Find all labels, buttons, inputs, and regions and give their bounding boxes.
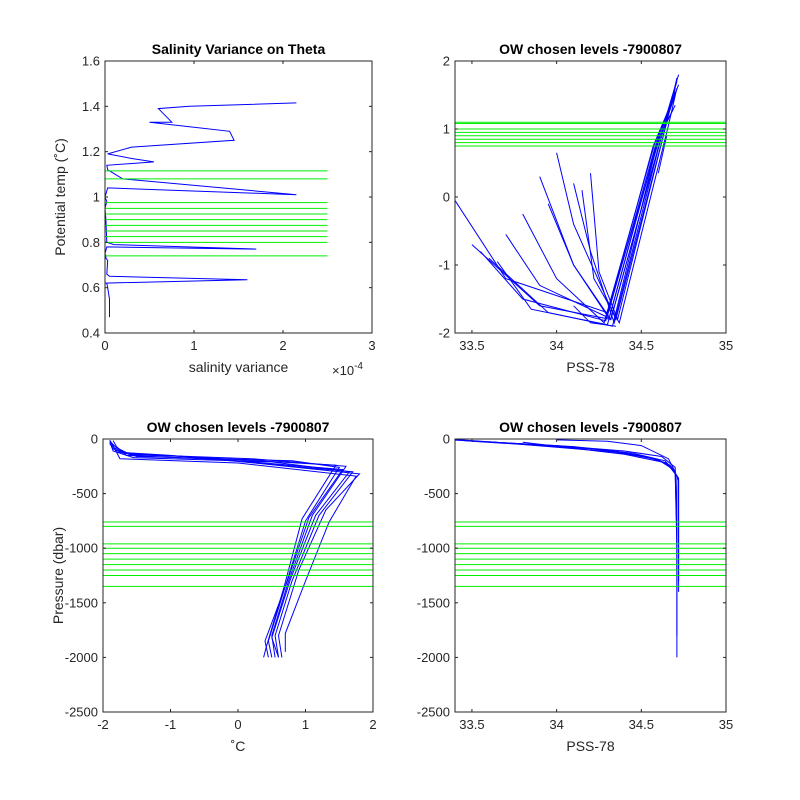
- series-line-4: [488, 441, 680, 581]
- series-line-7: [109, 443, 337, 658]
- chart-title: Salinity Variance on Theta: [152, 41, 326, 57]
- y-tick-label: -1: [438, 258, 450, 273]
- y-tick-label: -2000: [417, 650, 450, 665]
- y-tick-label: -2500: [417, 705, 450, 720]
- plot-area: [455, 439, 726, 658]
- y-tick-label: -2: [438, 326, 450, 341]
- x-tick-label: -1: [165, 717, 177, 732]
- x-tick-label: 2: [369, 717, 376, 732]
- x-tick-label: 34.5: [629, 717, 654, 732]
- y-tick-label: -1000: [417, 541, 450, 556]
- y-tick-label: -2500: [65, 705, 98, 720]
- series-line-6: [556, 439, 676, 473]
- x-tick-label: 3: [368, 338, 375, 353]
- x-tick-label: 33.5: [459, 717, 484, 732]
- axes-box: [454, 60, 727, 334]
- y-tick-label: 1.4: [82, 99, 100, 114]
- series-line-4: [522, 101, 673, 324]
- x-axis-label: salinity variance: [189, 359, 289, 375]
- plot-area: [105, 102, 328, 318]
- x-tick-label: 34: [549, 717, 563, 732]
- x-tick-label: 1: [302, 717, 309, 732]
- chart-title: OW chosen levels -7900807: [499, 419, 682, 435]
- series-line-3: [455, 439, 678, 570]
- x-axis-label: PSS-78: [566, 738, 614, 754]
- x-tick-label: 35: [719, 717, 733, 732]
- series-line-7: [505, 84, 680, 319]
- y-tick-label: 0.4: [82, 326, 100, 341]
- x-tick-label: 34.5: [629, 338, 654, 353]
- series-line-13: [657, 135, 668, 174]
- y-tick-label: 0.8: [82, 235, 100, 250]
- y-tick-label: 1: [93, 190, 100, 205]
- series-line-0: [455, 439, 678, 658]
- series-line-1: [463, 440, 678, 636]
- y-tick-label: 0.6: [82, 280, 100, 295]
- y-tick-label: 1.2: [82, 144, 100, 159]
- x-tick-label: 0: [101, 338, 108, 353]
- chart-tl: 0 1 2 3 0.4 0.6 0.8 1 1.2 1.4 1.6 Salinity Variance…: [52, 41, 376, 378]
- series-line-6: [590, 77, 678, 322]
- series-line-0: [109, 439, 354, 658]
- axes-box: [104, 60, 373, 334]
- chart-bl: -2 -1 0 1 2 -2500 -2000 -1500 -1000 -500 0 OW chose…: [50, 419, 377, 754]
- y-tick-label: 1: [443, 122, 450, 137]
- x-tick-label: -2: [97, 717, 109, 732]
- chart-title: OW chosen levels -7900807: [499, 41, 682, 57]
- series-line-6: [110, 442, 357, 652]
- chart-title: OW chosen levels -7900807: [147, 419, 330, 435]
- y-tick-label: 1.6: [82, 54, 100, 69]
- series-line-1: [109, 440, 347, 658]
- y-axis-label: Pressure (dbar): [50, 527, 66, 624]
- series-line-11: [547, 91, 676, 321]
- y-tick-label: 0: [91, 432, 98, 447]
- x-tick-label: 1: [190, 338, 197, 353]
- y-tick-label: -500: [424, 486, 450, 501]
- x-axis-label: ˚C: [231, 738, 246, 754]
- y-tick-label: 0: [443, 190, 450, 205]
- x-axis-label: PSS-78: [566, 359, 614, 375]
- series-line-5: [109, 441, 351, 658]
- x-tick-label: 35: [719, 338, 733, 353]
- y-tick-label: -500: [72, 486, 98, 501]
- series-line-4: [112, 440, 344, 658]
- y-axis-label: Potential temp (˚C): [52, 138, 68, 255]
- x-tick-label: 33.5: [459, 338, 484, 353]
- chart-tr: 33.5 34 34.5 35 -2 -1 0 1 2 OW chosen levels -790…: [438, 41, 733, 375]
- y-tick-label: -1500: [417, 595, 450, 610]
- x-tick-label: 0: [234, 717, 241, 732]
- y-tick-label: 2: [443, 54, 450, 69]
- y-tick-label: -1000: [65, 541, 98, 556]
- x-exponent-label: ×10-4: [332, 361, 363, 378]
- x-exponent-power: -4: [354, 361, 363, 372]
- x-tick-label: 34: [549, 338, 563, 353]
- series-line-5: [522, 441, 680, 592]
- y-tick-label: -1500: [65, 595, 98, 610]
- axes-box: [454, 438, 727, 713]
- x-tick-label: 2: [279, 338, 286, 353]
- series-line-14: [573, 305, 616, 327]
- y-tick-label: 0: [443, 432, 450, 447]
- y-tick-label: -2000: [65, 650, 98, 665]
- chart-br: 33.5 34 34.5 35 -2500 -2000 -1500 -1000 -500 0 OW …: [417, 419, 733, 754]
- series-line-0: [105, 102, 297, 318]
- plot-area: [455, 74, 726, 327]
- plot-area: [103, 439, 373, 658]
- series-line-9: [480, 98, 674, 322]
- series-line-3: [109, 443, 361, 658]
- series-line-3: [539, 94, 676, 318]
